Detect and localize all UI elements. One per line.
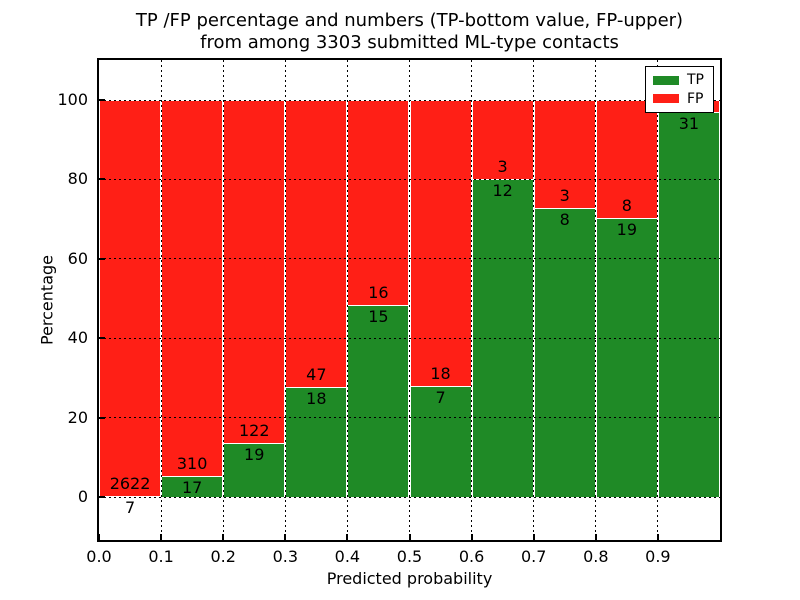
tp-bar-segment [223, 443, 286, 497]
x-axis-label: Predicted probability [326, 569, 493, 588]
x-tick-mark [470, 534, 473, 540]
x-tick-mark [408, 534, 411, 540]
plot-area: 2622 7 310 17 122 19 47 18 16 15 18 7 3 12 3 8 8 19 31 [97, 58, 722, 542]
chart-title-line1: TP /FP percentage and numbers (TP-bottom… [135, 10, 684, 31]
x-tick-mark [222, 534, 225, 540]
x-tick-label: 0.9 [645, 547, 671, 566]
fp-count-label: 122 [238, 421, 270, 441]
x-tick-label: 0.7 [520, 547, 547, 566]
vertical-gridline [346, 60, 348, 540]
y-tick-label: 60 [67, 248, 88, 268]
fp-bar-segment [161, 100, 224, 477]
vertical-gridline [409, 60, 410, 540]
fp-bar-segment [347, 100, 410, 305]
fp-bar-segment [471, 100, 534, 180]
fp-count-label: 16 [368, 282, 389, 302]
x-tick-mark [532, 534, 535, 540]
fp-count-label: 47 [306, 365, 327, 385]
y-tick-label: 100 [57, 90, 88, 109]
tp-count-label: 12 [492, 181, 513, 201]
x-tick-mark [656, 534, 659, 540]
tp-bar-segment [409, 385, 472, 497]
x-tick-label: 0.1 [148, 547, 174, 566]
y-tick-mark [99, 496, 105, 498]
vertical-gridline [533, 60, 535, 540]
x-tick-label: 0.0 [86, 547, 112, 566]
y-tick-mark [99, 337, 105, 340]
fp-bar-segment [409, 100, 472, 386]
tp-legend-label: TP [687, 72, 704, 89]
vertical-gridline [595, 60, 597, 540]
vertical-gridline [160, 60, 162, 540]
tp-count-label: 8 [559, 210, 570, 230]
vertical-gridline [471, 60, 473, 540]
x-tick-mark [160, 534, 163, 540]
x-tick-label: 0.4 [334, 547, 361, 566]
vertical-gridline [284, 60, 286, 540]
fp-legend-label: FP [687, 90, 704, 107]
x-tick-label: 0.6 [458, 547, 485, 566]
tp-count-label: 7 [435, 387, 446, 407]
fp-count-label: 8 [621, 195, 632, 215]
tp-count-label: 7 [124, 497, 136, 517]
y-tick-mark [99, 257, 105, 260]
y-tick-label: 0 [77, 487, 88, 506]
fp-bar-segment [223, 100, 286, 444]
tp-count-label: 19 [616, 219, 638, 239]
fp-bar-segment [285, 100, 348, 388]
fp-legend-swatch-icon [653, 94, 679, 104]
fp-count-label: 310 [176, 454, 208, 474]
x-tick-mark [284, 534, 287, 540]
tp-count-label: 15 [368, 306, 389, 326]
vertical-gridline [657, 60, 659, 540]
tp-count-label: 17 [181, 478, 203, 498]
x-tick-label: 0.8 [583, 547, 609, 566]
tp-count-label: 19 [244, 445, 265, 465]
fp-bar-segment [99, 100, 162, 496]
y-tick-label: 80 [67, 169, 88, 189]
y-tick-label: 40 [67, 328, 88, 348]
tp-bar-segment [161, 476, 224, 497]
vertical-gridline [222, 60, 224, 540]
x-tick-label: 0.2 [210, 547, 236, 566]
x-tick-mark [98, 534, 100, 540]
legend-entry-fp: FP [653, 92, 706, 106]
fp-count-label: 3 [559, 186, 570, 206]
fp-count-label: 2622 [109, 473, 151, 493]
tp-bar-segment [595, 217, 658, 497]
tp-bar-segment [533, 208, 596, 497]
tp-bar-segment [347, 304, 410, 497]
fp-count-label: 18 [430, 363, 451, 383]
fp-count-label: 3 [497, 157, 508, 177]
tp-bar-segment [285, 387, 348, 497]
y-tick-mark [99, 416, 105, 419]
fp-bar-segment [533, 100, 596, 209]
x-tick-label: 0.3 [272, 547, 299, 566]
tp-count-label: 18 [306, 389, 327, 409]
tp-count-label: 31 [678, 114, 700, 134]
x-tick-mark [594, 534, 597, 540]
chart-title-line2: from among 3303 submitted ML-type contac… [200, 32, 619, 53]
y-tick-mark [99, 178, 105, 181]
tp-legend-swatch-icon [653, 75, 679, 85]
y-tick-mark [99, 99, 105, 101]
tp-bar-segment [657, 112, 720, 497]
x-tick-label: 0.5 [396, 547, 423, 566]
fp-bar-segment [595, 100, 658, 218]
legend-entry-tp: TP [653, 73, 706, 87]
y-tick-label: 20 [67, 407, 88, 427]
x-tick-mark [346, 534, 349, 540]
legend: TP FP [645, 66, 714, 113]
